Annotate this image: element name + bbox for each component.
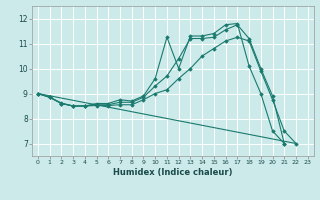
X-axis label: Humidex (Indice chaleur): Humidex (Indice chaleur) [113,168,233,177]
